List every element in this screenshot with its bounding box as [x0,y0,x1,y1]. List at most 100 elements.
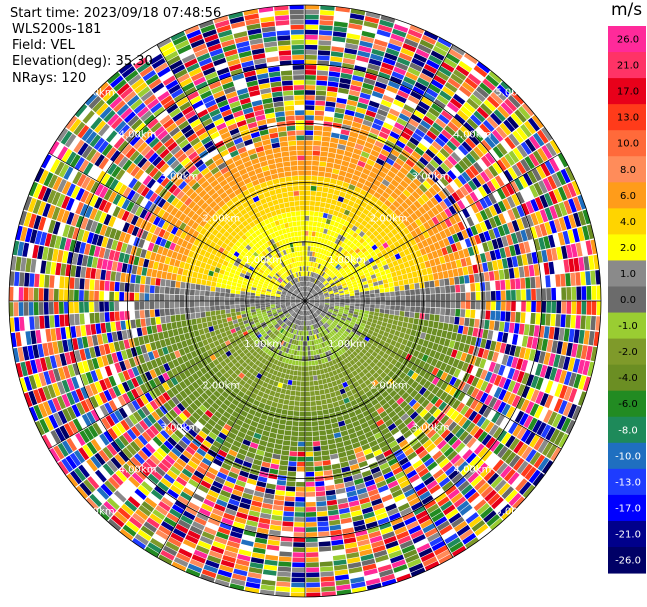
velocity-gate [497,364,506,376]
velocity-gate [358,336,364,342]
velocity-gate [322,187,329,193]
velocity-gate [337,196,345,203]
velocity-gate [156,324,163,333]
velocity-gate [284,373,290,380]
velocity-gate [52,382,61,397]
velocity-gate [323,116,334,122]
velocity-gate [553,398,563,413]
velocity-gate [233,335,240,342]
velocity-gate [317,65,329,71]
velocity-gate [505,451,517,465]
velocity-gate [527,170,538,184]
velocity-gate [535,363,543,377]
velocity-gate [356,456,367,464]
velocity-gate [374,81,387,90]
velocity-gate [445,245,453,254]
velocity-gate [428,83,441,94]
velocity-gate [405,122,417,132]
velocity-gate [282,383,288,390]
velocity-gate [291,328,295,334]
velocity-gate [191,318,197,325]
velocity-gate [303,331,305,336]
velocity-gate [320,445,329,451]
velocity-gate [370,304,375,309]
velocity-gate [281,315,286,320]
velocity-gate [314,385,320,391]
velocity-gate [450,285,456,293]
velocity-gate [341,466,351,473]
velocity-gate [311,165,319,171]
velocity-gate [505,435,516,448]
velocity-gate [496,259,504,270]
velocity-gate [355,198,363,205]
velocity-gate [357,102,368,110]
velocity-gate [358,237,365,244]
velocity-gate [362,339,368,345]
velocity-gate [404,198,413,207]
velocity-gate [30,359,38,374]
velocity-gate [114,437,126,450]
velocity-gate [305,311,307,316]
velocity-gate [225,453,236,462]
velocity-gate [453,457,465,469]
velocity-gate [453,113,466,125]
velocity-gate [306,321,308,326]
velocity-gate [354,221,361,228]
velocity-gate [433,74,447,86]
velocity-gate [212,320,218,326]
velocity-gate [451,545,467,557]
velocity-gate [235,558,250,567]
velocity-gate [144,497,158,509]
velocity-gate [446,537,461,549]
velocity-gate [188,415,198,425]
velocity-gate [418,275,424,283]
velocity-gate [484,394,493,406]
velocity-gate [426,199,435,209]
velocity-gate [479,392,489,404]
velocity-gate [450,243,458,253]
velocity-gate [203,564,218,574]
velocity-gate [316,274,320,280]
velocity-gate [182,409,192,419]
velocity-gate [292,380,297,386]
velocity-gate [357,259,364,266]
velocity-gate [256,312,262,317]
velocity-gate [383,219,391,227]
velocity-gate [406,420,416,430]
velocity-gate [413,53,428,63]
velocity-gate [500,432,512,445]
velocity-gate [305,271,307,276]
velocity-gate [240,497,252,505]
velocity-gate [500,280,506,290]
velocity-gate [444,125,456,136]
velocity-gate [384,174,393,183]
velocity-gate [182,450,193,460]
velocity-gate [284,312,289,316]
velocity-gate [399,371,407,380]
velocity-gate [357,160,366,168]
velocity-gate [521,335,529,348]
velocity-gate [89,396,99,409]
velocity-gate [408,497,421,507]
velocity-gate [432,45,448,57]
velocity-gate [204,422,214,431]
velocity-gate [538,180,548,194]
velocity-gate [305,351,308,356]
velocity-gate [211,427,221,436]
velocity-gate [512,424,523,437]
velocity-gate [153,333,160,342]
velocity-gate [345,43,359,50]
velocity-gate [269,390,276,397]
velocity-gate [451,473,463,484]
velocity-gate [516,370,525,383]
velocity-gate [337,274,343,279]
velocity-gate [405,71,419,81]
velocity-gate [318,307,323,310]
velocity-gate [489,320,495,331]
velocity-gate [524,156,535,170]
velocity-gate [47,384,57,399]
velocity-gate [134,422,145,434]
velocity-gate [409,62,423,72]
velocity-gate [472,264,479,274]
velocity-gate [385,246,392,253]
